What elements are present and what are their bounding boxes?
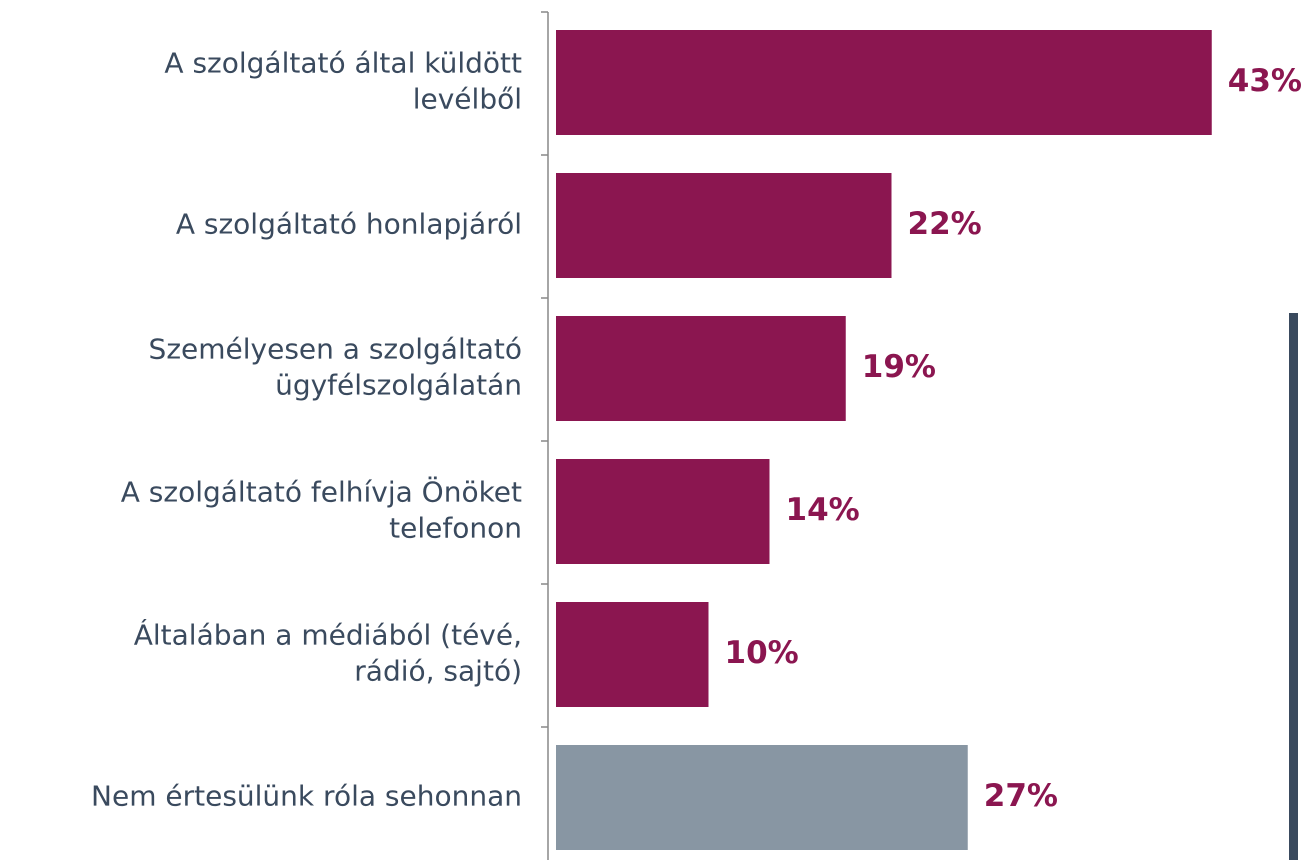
value-label: 10% (725, 635, 799, 671)
category-label-line: ügyfélszolgálatán (275, 369, 522, 402)
value-label: 43% (1228, 63, 1302, 99)
value-label: 19% (862, 349, 936, 385)
bar (556, 602, 709, 707)
category-label-line: levélből (413, 83, 522, 116)
category-label-line: Személyesen a szolgáltató (149, 333, 522, 366)
category-label-line: A szolgáltató felhívja Önöket (121, 475, 522, 509)
category-label-line: Általában a médiából (tévé, (134, 618, 522, 652)
bar (556, 316, 846, 421)
bar (556, 30, 1212, 135)
category-label: Nem értesülünk róla sehonnan (91, 780, 522, 813)
side-bar (1289, 313, 1298, 860)
category-label-line: telefonon (389, 512, 522, 545)
bar (556, 173, 892, 278)
bar (556, 745, 968, 850)
value-label: 22% (908, 206, 982, 242)
category-label: A szolgáltató által küldött levélből (164, 47, 522, 116)
category-label: A szolgáltató honlapjáról (176, 208, 522, 241)
category-label: Személyesen a szolgáltató ügyfélszolgálat… (149, 333, 522, 402)
bar (556, 459, 770, 564)
category-label: Általában a médiából (tévé, rádió, sajtó) (134, 618, 522, 688)
category-label-line: rádió, sajtó) (354, 655, 522, 688)
category-label-line: A szolgáltató által küldött (164, 47, 522, 80)
category-label: A szolgáltató felhívja Önöket telefonon (121, 475, 522, 545)
value-label: 14% (786, 492, 860, 528)
category-label-line: A szolgáltató honlapjáról (176, 208, 522, 241)
value-label: 27% (984, 778, 1058, 814)
category-label-line: Nem értesülünk róla sehonnan (91, 780, 522, 813)
